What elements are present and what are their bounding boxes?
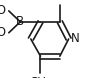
Text: B: B [16,15,24,28]
Text: HO: HO [0,4,7,17]
Text: N: N [71,33,80,45]
Text: HO: HO [0,26,7,39]
Text: F: F [56,0,63,2]
Text: CH₃: CH₃ [30,76,51,78]
